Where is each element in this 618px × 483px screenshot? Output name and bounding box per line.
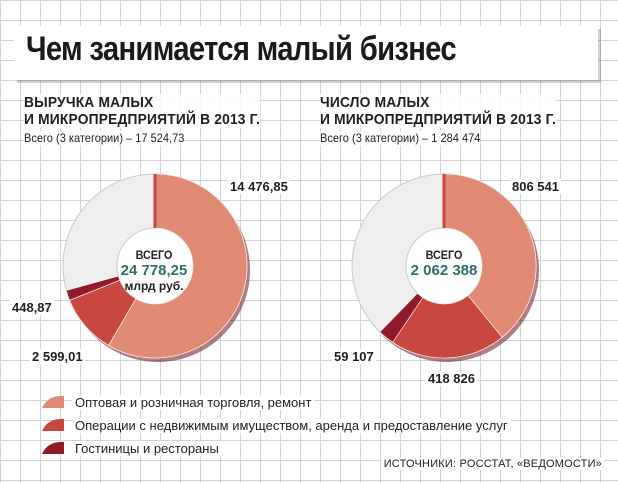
chart1-title: ВЫРУЧКА МАЛЫХ И МИКРОПРЕДПРИЯТИЙ В 2013 … <box>24 94 260 128</box>
chart2-label-realty: 418 826 <box>426 371 477 386</box>
legend-label-realty: Операции с недвижимым имуществом, аренда… <box>72 417 511 433</box>
chart1-subtitle: Всего (3 категории) – 17 524,73 <box>24 131 185 145</box>
legend: Оптовая и розничная торговля, ремонт Опе… <box>40 392 511 461</box>
legend-item-hotels: Гостиницы и рестораны <box>40 438 511 458</box>
chart1-label-realty: 2 599,01 <box>30 349 85 364</box>
chart2-center-label: ВСЕГО <box>425 248 463 262</box>
legend-label-hotels: Гостиницы и рестораны <box>72 440 222 456</box>
chart1-title-line2: И МИКРОПРЕДПРИЯТИЙ В 2013 Г. <box>24 111 260 128</box>
chart2-subtitle: Всего (3 категории) – 1 284 474 <box>320 131 481 145</box>
title-box <box>14 26 598 80</box>
chart2-slice-trade <box>443 173 537 338</box>
legend-item-realty: Операции с недвижимым имуществом, аренда… <box>40 415 511 435</box>
chart1-label-hotels: 448,87 <box>10 300 54 315</box>
chart2-center: ВСЕГО 2 062 388 <box>394 248 494 279</box>
chart1-center: ВСЕГО 24 778,25 млрд руб. <box>104 248 204 293</box>
legend-item-trade: Оптовая и розничная торговля, ремонт <box>40 392 511 412</box>
chart2-slice-hotels <box>379 292 424 343</box>
source-note: ИСТОЧНИКИ: РОССТАТ, «ВЕДОМОСТИ» <box>381 458 604 470</box>
page-title: Чем занимается малый бизнес <box>26 30 457 68</box>
chart2-title-line1: ЧИСЛО МАЛЫХ <box>320 94 430 111</box>
chart1-label-trade: 14 476,85 <box>228 179 290 194</box>
chart1-slice-hotels <box>65 275 121 301</box>
legend-label-trade: Оптовая и розничная торговля, ремонт <box>72 394 315 410</box>
chart2-label-trade: 806 541 <box>510 179 561 194</box>
chart2-title: ЧИСЛО МАЛЫХ И МИКРОПРЕДПРИЯТИЙ В 2013 Г. <box>320 94 556 128</box>
chart2-title-line2: И МИКРОПРЕДПРИЯТИЙ В 2013 Г. <box>320 111 556 128</box>
legend-swatch-hotels <box>42 441 64 454</box>
chart2-slice-realty <box>392 295 503 359</box>
legend-swatch-trade <box>42 395 64 408</box>
chart1-title-line1: ВЫРУЧКА МАЛЫХ <box>24 94 154 111</box>
legend-swatch-realty <box>42 418 64 431</box>
chart1-center-value: 24 778,25 <box>120 262 188 279</box>
chart2-center-value: 2 062 388 <box>410 262 478 279</box>
chart1-center-unit: млрд руб. <box>124 279 184 293</box>
chart1-slice-trade <box>108 173 248 359</box>
chart1-center-label: ВСЕГО <box>135 248 173 262</box>
chart2-label-hotels: 59 107 <box>332 349 376 364</box>
